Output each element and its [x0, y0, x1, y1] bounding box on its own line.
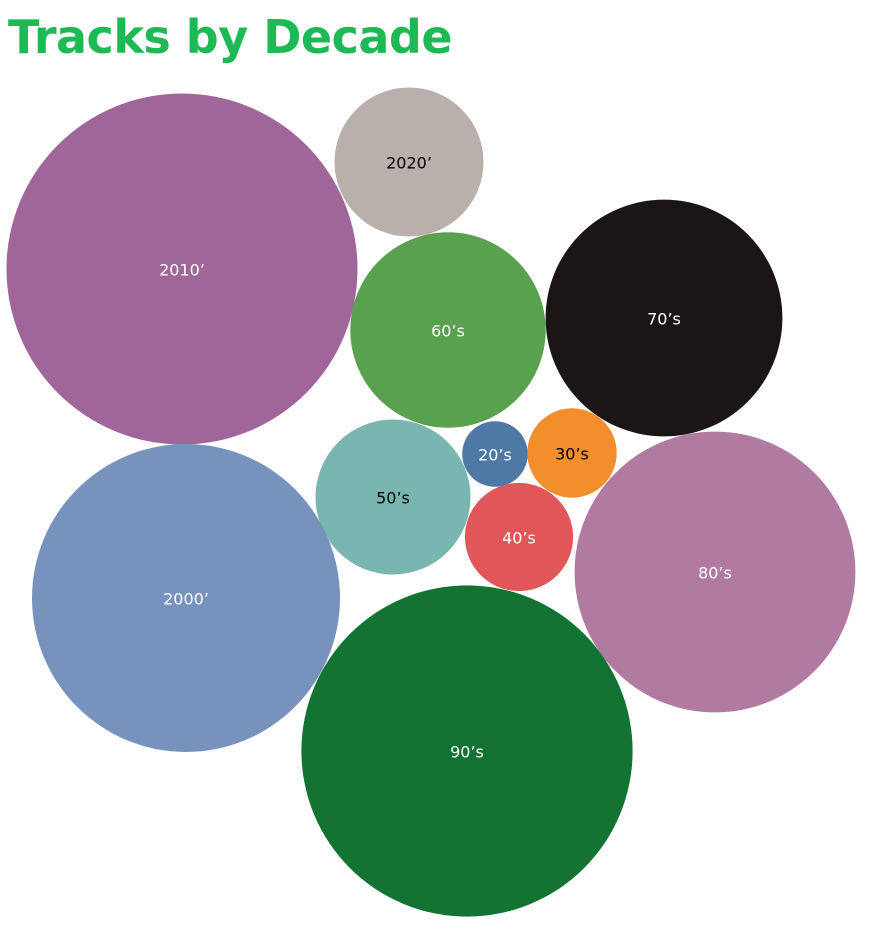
- bubble-40s: 40’s: [464, 482, 574, 592]
- bubble-label-90s: 90’s: [450, 743, 484, 762]
- bubble-label-50s: 50’s: [376, 489, 410, 508]
- bubble-label-80s: 80’s: [698, 564, 732, 583]
- bubble-60s: 60’s: [350, 232, 546, 428]
- bubble-circle-2010: [6, 93, 358, 445]
- bubble-20s: 20’s: [462, 421, 528, 487]
- bubble-80s: 80’s: [574, 431, 856, 713]
- bubble-circle-50s: [315, 419, 471, 575]
- bubble-label-60s: 60’s: [431, 322, 465, 341]
- bubble-90s: 90’s: [301, 585, 633, 917]
- bubble-circle-40s: [464, 482, 574, 592]
- bubble-circle-90s: [301, 585, 633, 917]
- bubble-2020: 2020’: [334, 87, 484, 237]
- bubble-label-20s: 20’s: [478, 446, 512, 465]
- bubble-label-30s: 30’s: [555, 445, 589, 464]
- bubble-70s: 70’s: [545, 199, 783, 437]
- bubble-circle-70s: [545, 199, 783, 437]
- bubble-label-2010: 2010’: [159, 261, 205, 280]
- bubble-circle-2020: [334, 87, 484, 237]
- bubble-label-2000: 2000’: [163, 590, 209, 609]
- bubble-label-70s: 70’s: [647, 310, 681, 329]
- bubble-circle-60s: [350, 232, 546, 428]
- chart-title: Tracks by Decade: [8, 10, 453, 64]
- bubble-circle-2000: [32, 444, 340, 752]
- bubble-2000: 2000’: [32, 444, 340, 752]
- bubble-label-2020: 2020’: [386, 154, 432, 173]
- bubble-2010: 2010’: [6, 93, 358, 445]
- bubble-50s: 50’s: [315, 419, 471, 575]
- bubble-30s: 30’s: [527, 408, 617, 498]
- bubble-circle-30s: [527, 408, 617, 498]
- bubble-circle-80s: [574, 431, 856, 713]
- bubble-label-40s: 40’s: [502, 529, 536, 548]
- bubble-circle-20s: [462, 421, 528, 487]
